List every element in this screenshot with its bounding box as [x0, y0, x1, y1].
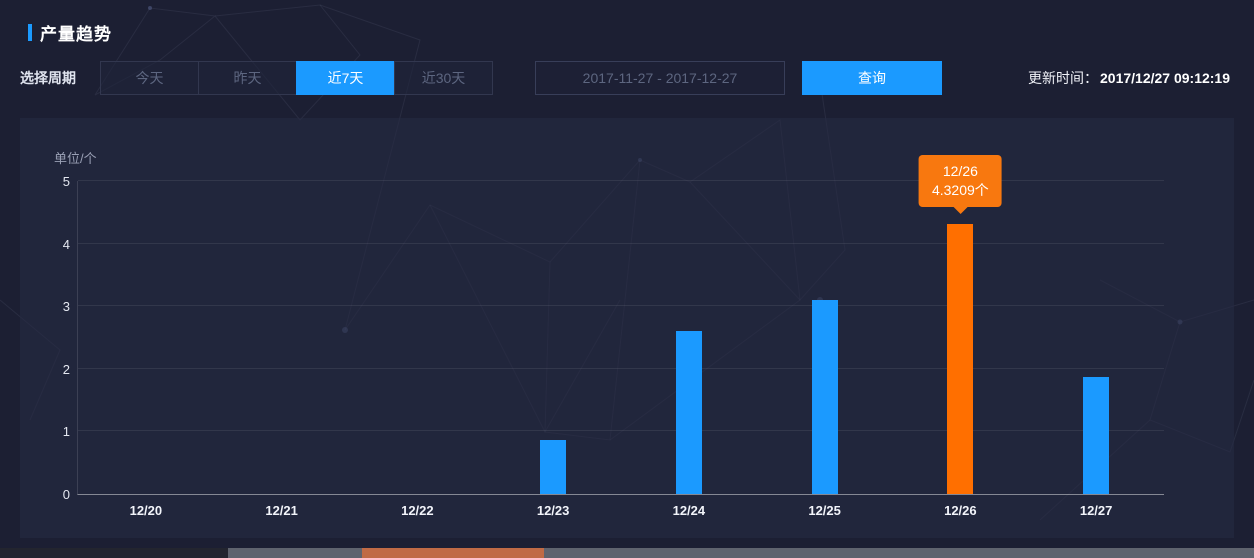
y-axis-tick-label: 0: [62, 487, 70, 502]
gridline: [78, 430, 1164, 432]
x-axis-label: 12/22: [401, 503, 434, 518]
page-header: 产量趋势: [0, 0, 1254, 45]
bottom-strip-orange-segment: [362, 548, 544, 558]
bar-column[interactable]: 12/23: [485, 181, 621, 518]
bar-column[interactable]: 12/25: [757, 181, 893, 518]
bar[interactable]: [540, 439, 567, 494]
gridline: [78, 367, 1164, 369]
bottom-strip: [0, 548, 1254, 558]
plot-area: 0 1 2 3 4 5 12/20 12/21 12/22 12/23 12/24 12/25 12/2…: [63, 154, 1164, 518]
y-axis-tick-label: 1: [62, 424, 70, 440]
bar[interactable]: [1083, 376, 1110, 494]
title-accent-bar: [28, 24, 32, 41]
date-range-input[interactable]: 2017-11-27 - 2017-12-27: [535, 61, 785, 95]
update-time: 更新时间： 2017/12/27 09:12:19: [1028, 68, 1230, 88]
x-axis-label: 12/24: [672, 503, 706, 518]
period-button-today[interactable]: 今天: [100, 61, 199, 95]
y-axis-unit-label: 单位/个: [54, 151, 97, 166]
bar-columns: 12/20 12/21 12/22 12/23 12/24 12/25 12/26 12/26…: [78, 154, 1164, 518]
y-axis-tick-label: 5: [62, 174, 70, 189]
y-axis-tick-label: 2: [62, 361, 70, 377]
y-axis-tick-label: 3: [62, 299, 70, 315]
x-axis-label: 12/27: [1079, 503, 1113, 518]
period-button-last7days[interactable]: 近7天: [296, 61, 395, 95]
gridline: [78, 180, 1164, 181]
update-time-value: 2017/12/27 09:12:19: [1100, 70, 1230, 86]
bar-column[interactable]: 12/27: [1028, 181, 1164, 518]
period-button-last30days[interactable]: 近30天: [394, 61, 493, 95]
chart-panel: 单位/个 0 1 2 3 4 5 12/20 12/21 12/22 12/23 12/24 12/2…: [20, 118, 1234, 538]
period-button-group: 今天 昨天 近7天 近30天: [100, 61, 493, 95]
x-axis-label: 12/25: [808, 503, 841, 518]
bar-tooltip: 12/26 4.3209个: [918, 154, 1002, 214]
bar-column[interactable]: 12/20: [78, 181, 214, 518]
bar-column[interactable]: 12/21: [214, 181, 350, 518]
bar-column[interactable]: 12/26 12/26 4.3209个: [893, 154, 1029, 518]
y-axis-tick-label: 4: [62, 236, 70, 252]
filter-row: 选择周期 今天 昨天 近7天 近30天 2017-11-27 - 2017-12…: [0, 61, 1254, 95]
x-axis-label: 12/26: [944, 503, 977, 518]
x-axis-label: 12/21: [265, 503, 298, 518]
bar-column[interactable]: 12/22: [350, 181, 486, 518]
bar-column[interactable]: 12/24: [621, 181, 757, 518]
tooltip-value: 4.3209个: [931, 181, 989, 198]
update-time-label: 更新时间：: [1028, 70, 1098, 86]
bottom-strip-gray-segment: [228, 548, 1254, 558]
bar[interactable]: [675, 331, 702, 494]
x-axis-label: 12/20: [129, 503, 163, 518]
period-filter-label: 选择周期: [20, 70, 76, 86]
bar-highlighted[interactable]: [947, 223, 974, 494]
gridline: [78, 242, 1164, 244]
tooltip-date: 12/26: [942, 162, 978, 179]
date-range-value: 2017-11-27 - 2017-12-27: [582, 70, 738, 86]
page-title: 产量趋势: [40, 25, 112, 44]
x-axis-label: 12/23: [536, 503, 570, 518]
query-button[interactable]: 查询: [802, 61, 942, 95]
period-button-yesterday[interactable]: 昨天: [198, 61, 297, 95]
bar[interactable]: [811, 299, 838, 494]
gridline: [78, 305, 1164, 307]
